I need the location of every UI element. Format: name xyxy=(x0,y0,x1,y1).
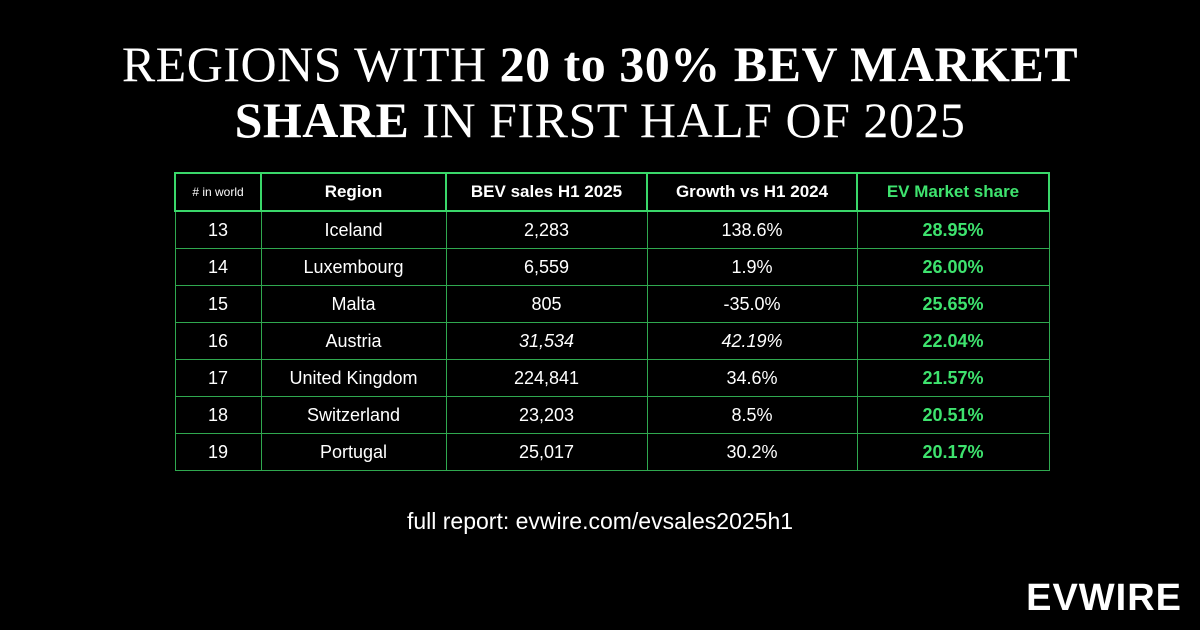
cell-sales: 224,841 xyxy=(445,359,648,397)
table-header: # in world Region BEV sales H1 2025 Grow… xyxy=(174,172,1050,212)
cell-rank: 15 xyxy=(174,285,262,323)
cell-growth: 138.6% xyxy=(646,210,858,249)
cell-share: 26.00% xyxy=(856,248,1050,286)
cell-rank: 16 xyxy=(174,322,262,360)
title-line-2-rest: IN FIRST HALF OF 2025 xyxy=(409,92,966,148)
table-row: 16 Austria 31,534 42.19% 22.04% xyxy=(174,322,1050,360)
cell-growth: 34.6% xyxy=(646,359,858,397)
cell-region: Switzerland xyxy=(260,396,447,434)
cell-sales: 2,283 xyxy=(445,210,648,249)
cell-growth: 42.19% xyxy=(646,322,858,360)
full-report-text: full report: evwire.com/evsales2025h1 xyxy=(406,508,794,534)
cell-region: Austria xyxy=(260,322,447,360)
cell-region: United Kingdom xyxy=(260,359,447,397)
page-title: REGIONS WITH 20 to 30% BEV MARKET SHARE … xyxy=(0,36,1200,148)
header-ev-market-share: EV Market share xyxy=(856,172,1050,212)
table-row: 15 Malta 805 -35.0% 25.65% xyxy=(174,285,1050,323)
header-rank: # in world xyxy=(174,172,262,212)
table-row: 18 Switzerland 23,203 8.5% 20.51% xyxy=(174,396,1050,434)
title-part-1: REGIONS WITH xyxy=(121,36,500,92)
cell-rank: 14 xyxy=(174,248,262,286)
evwire-logo: EVWIRE xyxy=(1026,577,1182,619)
title-bold-part: 20 to 30% BEV MARKET xyxy=(499,36,1079,92)
cell-share: 25.65% xyxy=(856,285,1050,323)
table-row: 17 United Kingdom 224,841 34.6% 21.57% xyxy=(174,359,1050,397)
header-growth: Growth vs H1 2024 xyxy=(646,172,858,212)
market-share-table: # in world Region BEV sales H1 2025 Grow… xyxy=(174,172,1050,471)
cell-sales: 31,534 xyxy=(445,322,648,360)
title-line-2: SHARE IN FIRST HALF OF 2025 xyxy=(0,92,1200,148)
title-line-1: REGIONS WITH 20 to 30% BEV MARKET xyxy=(0,36,1200,92)
cell-share: 20.51% xyxy=(856,396,1050,434)
cell-growth: -35.0% xyxy=(646,285,858,323)
cell-region: Portugal xyxy=(260,433,447,471)
market-share-table-container: # in world Region BEV sales H1 2025 Grow… xyxy=(174,172,1050,471)
title-line-2-bold: SHARE xyxy=(234,92,410,148)
header-region: Region xyxy=(260,172,447,212)
table-row: 14 Luxembourg 6,559 1.9% 26.00% xyxy=(174,248,1050,286)
table-body: 13 Iceland 2,283 138.6% 28.95% 14 Luxemb… xyxy=(174,210,1050,471)
table-row: 19 Portugal 25,017 30.2% 20.17% xyxy=(174,433,1050,471)
cell-growth: 30.2% xyxy=(646,433,858,471)
cell-rank: 13 xyxy=(174,210,262,249)
cell-region: Malta xyxy=(260,285,447,323)
table-header-row: # in world Region BEV sales H1 2025 Grow… xyxy=(174,172,1050,212)
cell-growth: 1.9% xyxy=(646,248,858,286)
cell-sales: 6,559 xyxy=(445,248,648,286)
cell-share: 20.17% xyxy=(856,433,1050,471)
cell-share: 22.04% xyxy=(856,322,1050,360)
cell-rank: 17 xyxy=(174,359,262,397)
cell-growth: 8.5% xyxy=(646,396,858,434)
cell-region: Luxembourg xyxy=(260,248,447,286)
cell-region: Iceland xyxy=(260,210,447,249)
cell-rank: 19 xyxy=(174,433,262,471)
cell-sales: 23,203 xyxy=(445,396,648,434)
cell-sales: 805 xyxy=(445,285,648,323)
cell-rank: 18 xyxy=(174,396,262,434)
cell-sales: 25,017 xyxy=(445,433,648,471)
cell-share: 21.57% xyxy=(856,359,1050,397)
table-row: 13 Iceland 2,283 138.6% 28.95% xyxy=(174,210,1050,249)
cell-share: 28.95% xyxy=(856,210,1050,249)
header-bev-sales: BEV sales H1 2025 xyxy=(445,172,648,212)
